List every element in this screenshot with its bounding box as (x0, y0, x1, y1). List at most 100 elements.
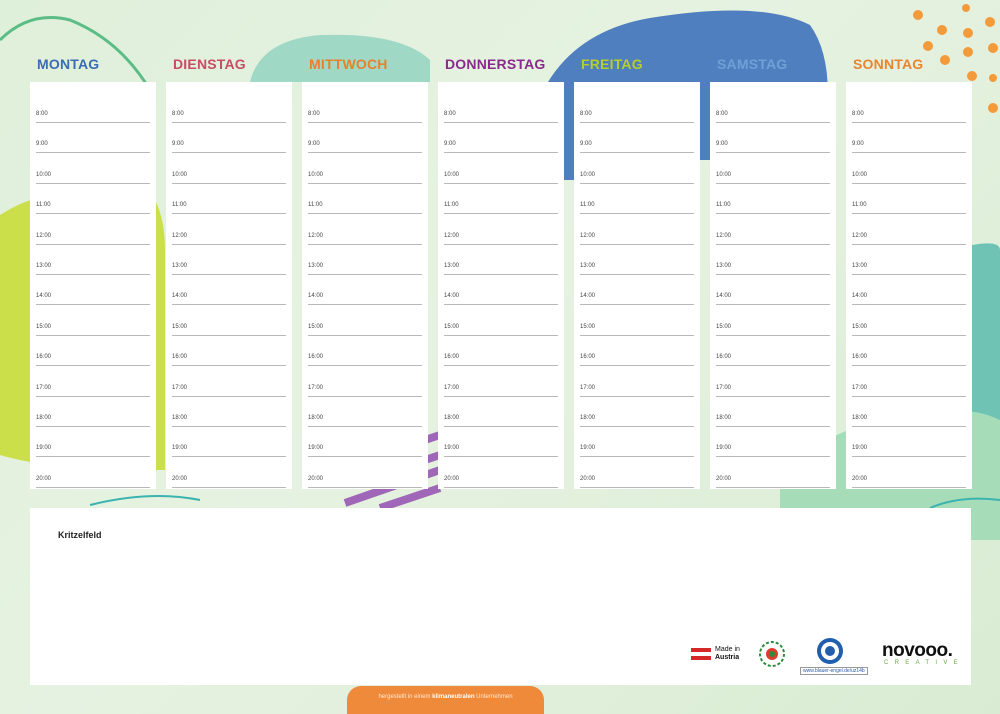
time-slot[interactable]: 9:00 (36, 140, 150, 154)
time-slot[interactable]: 13:00 (852, 262, 966, 275)
time-slot[interactable]: 17:00 (308, 384, 422, 397)
time-slot[interactable]: 17:00 (36, 384, 150, 397)
time-slot[interactable]: 14:00 (36, 292, 150, 306)
day-column-samstag[interactable]: 8:00 9:00 10:00 11:00 12:00 13:00 14:00 15:00 16… (710, 82, 836, 489)
time-slot[interactable]: 16:00 (580, 353, 694, 367)
time-slot[interactable]: 11:00 (36, 201, 150, 215)
time-slot[interactable]: 19:00 (172, 444, 286, 458)
time-slot[interactable]: 18:00 (308, 414, 422, 427)
time-slot[interactable]: 19:00 (716, 444, 830, 458)
time-slot[interactable]: 20:00 (308, 475, 422, 488)
time-slot[interactable]: 9:00 (716, 140, 830, 154)
time-slot[interactable]: 9:00 (580, 140, 694, 154)
time-slot[interactable]: 10:00 (716, 171, 830, 184)
time-slot[interactable]: 9:00 (444, 140, 558, 154)
day-column-montag[interactable]: 8:00 9:00 10:00 11:00 12:00 13:00 14:00 15:00 16… (30, 82, 156, 489)
time-slot[interactable]: 10:00 (36, 171, 150, 184)
time-slot[interactable]: 18:00 (716, 414, 830, 427)
time-slot[interactable]: 12:00 (36, 232, 150, 245)
time-slot[interactable]: 10:00 (172, 171, 286, 184)
time-slot[interactable]: 15:00 (716, 323, 830, 336)
time-slot[interactable]: 14:00 (716, 292, 830, 306)
time-slot[interactable]: 16:00 (444, 353, 558, 367)
day-column-donnerstag[interactable]: 8:00 9:00 10:00 11:00 12:00 13:00 14:00 15:00 16… (438, 82, 564, 489)
time-slot[interactable]: 16:00 (308, 353, 422, 367)
time-slot[interactable]: 12:00 (308, 232, 422, 245)
time-slot[interactable]: 18:00 (580, 414, 694, 427)
time-slot[interactable]: 14:00 (580, 292, 694, 306)
time-slot[interactable]: 15:00 (852, 323, 966, 336)
time-slot[interactable]: 16:00 (36, 353, 150, 367)
time-slot[interactable]: 8:00 (172, 110, 286, 123)
time-slot[interactable]: 10:00 (444, 171, 558, 184)
time-slot[interactable]: 15:00 (308, 323, 422, 336)
time-slot[interactable]: 11:00 (308, 201, 422, 215)
time-slot[interactable]: 19:00 (580, 444, 694, 458)
time-slot[interactable]: 16:00 (852, 353, 966, 367)
time-slot[interactable]: 13:00 (444, 262, 558, 275)
day-column-dienstag[interactable]: 8:00 9:00 10:00 11:00 12:00 13:00 14:00 15:00 16… (166, 82, 292, 489)
time-slot[interactable]: 14:00 (308, 292, 422, 306)
time-slot[interactable]: 8:00 (308, 110, 422, 123)
time-slot[interactable]: 10:00 (308, 171, 422, 184)
time-slot[interactable]: 9:00 (308, 140, 422, 154)
time-slot[interactable]: 20:00 (852, 475, 966, 488)
notes-area[interactable]: Kritzelfeld (30, 508, 971, 685)
time-slot[interactable]: 13:00 (172, 262, 286, 275)
time-slot[interactable]: 12:00 (716, 232, 830, 245)
time-slot[interactable]: 9:00 (172, 140, 286, 154)
time-slot[interactable]: 14:00 (172, 292, 286, 306)
time-slot[interactable]: 19:00 (852, 444, 966, 458)
time-slot[interactable]: 17:00 (580, 384, 694, 397)
time-slot[interactable]: 13:00 (580, 262, 694, 275)
time-slot[interactable]: 15:00 (580, 323, 694, 336)
time-slot[interactable]: 17:00 (852, 384, 966, 397)
time-slot[interactable]: 17:00 (172, 384, 286, 397)
time-slot[interactable]: 18:00 (444, 414, 558, 427)
time-slot[interactable]: 18:00 (172, 414, 286, 427)
time-slot[interactable]: 13:00 (716, 262, 830, 275)
time-slot[interactable]: 15:00 (172, 323, 286, 336)
time-slot[interactable]: 19:00 (444, 444, 558, 458)
time-slot[interactable]: 20:00 (444, 475, 558, 488)
day-column-sonntag[interactable]: 8:00 9:00 10:00 11:00 12:00 13:00 14:00 15:00 16… (846, 82, 972, 489)
time-slot[interactable]: 11:00 (444, 201, 558, 215)
time-slot[interactable]: 12:00 (172, 232, 286, 245)
time-slot[interactable]: 18:00 (36, 414, 150, 427)
time-slot[interactable]: 11:00 (172, 201, 286, 215)
time-slot[interactable]: 11:00 (580, 201, 694, 215)
time-slot[interactable]: 20:00 (716, 475, 830, 488)
time-slot[interactable]: 19:00 (308, 444, 422, 458)
time-slot[interactable]: 15:00 (444, 323, 558, 336)
time-slot[interactable]: 13:00 (308, 262, 422, 275)
time-slot[interactable]: 19:00 (36, 444, 150, 458)
time-slot[interactable]: 12:00 (852, 232, 966, 245)
time-slot[interactable]: 14:00 (852, 292, 966, 306)
time-slot[interactable]: 14:00 (444, 292, 558, 306)
day-column-mittwoch[interactable]: 8:00 9:00 10:00 11:00 12:00 13:00 14:00 15:00 16… (302, 82, 428, 489)
time-slot[interactable]: 20:00 (172, 475, 286, 488)
time-slot[interactable]: 8:00 (36, 110, 150, 123)
day-title-montag: MONTAG (37, 56, 100, 72)
time-slot[interactable]: 16:00 (716, 353, 830, 367)
time-slot[interactable]: 9:00 (852, 140, 966, 154)
time-slot[interactable]: 11:00 (716, 201, 830, 215)
time-slot[interactable]: 12:00 (444, 232, 558, 245)
time-slot[interactable]: 8:00 (716, 110, 830, 123)
time-slot[interactable]: 8:00 (852, 110, 966, 123)
time-slot[interactable]: 8:00 (580, 110, 694, 123)
time-slot[interactable]: 10:00 (580, 171, 694, 184)
time-slot[interactable]: 11:00 (852, 201, 966, 215)
time-slot[interactable]: 12:00 (580, 232, 694, 245)
day-column-freitag[interactable]: 8:00 9:00 10:00 11:00 12:00 13:00 14:00 15:00 16… (574, 82, 700, 489)
time-slot[interactable]: 17:00 (444, 384, 558, 397)
time-slot[interactable]: 13:00 (36, 262, 150, 275)
time-slot[interactable]: 17:00 (716, 384, 830, 397)
time-slot[interactable]: 20:00 (36, 475, 150, 488)
time-slot[interactable]: 16:00 (172, 353, 286, 367)
time-slot[interactable]: 8:00 (444, 110, 558, 123)
time-slot[interactable]: 20:00 (580, 475, 694, 488)
time-slot[interactable]: 18:00 (852, 414, 966, 427)
time-slot[interactable]: 10:00 (852, 171, 966, 184)
time-slot[interactable]: 15:00 (36, 323, 150, 336)
